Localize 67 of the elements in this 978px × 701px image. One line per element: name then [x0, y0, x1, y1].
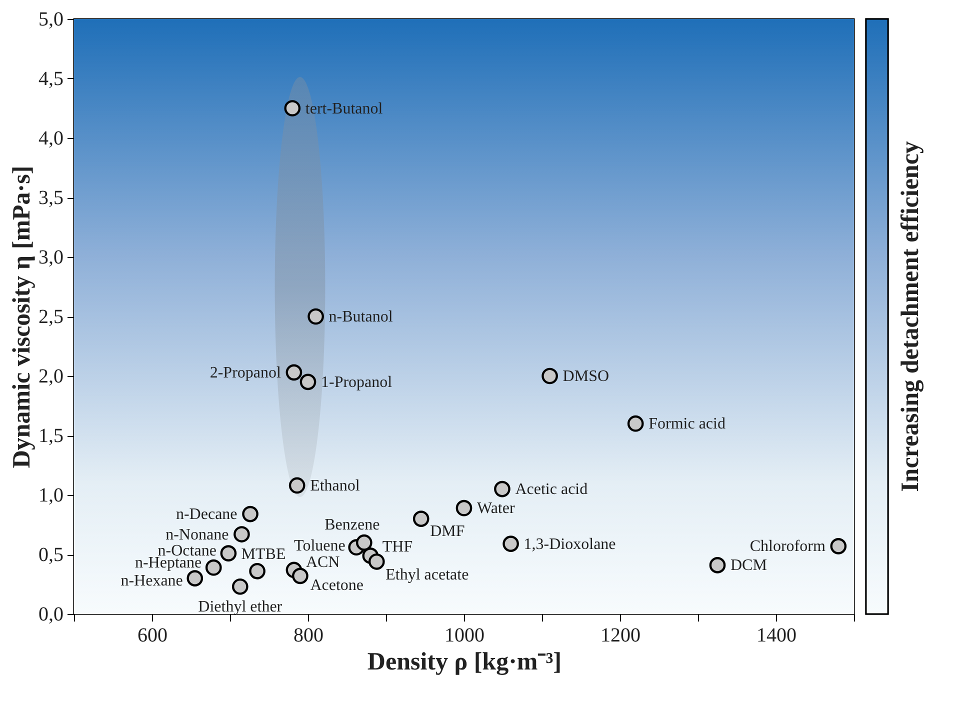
y-tick-label: 0,5: [38, 544, 64, 566]
annotation: DMF: [430, 522, 465, 540]
annotation: 1,3-Dioxolane: [524, 536, 616, 553]
point: [284, 100, 301, 116]
x-axis-title: Density ρ [kg·m⁻³]: [367, 648, 562, 676]
point: [308, 308, 324, 325]
x-tick-label: 800: [294, 624, 324, 646]
annotation: Acetic acid: [515, 481, 588, 498]
y-tick-label: 1,0: [38, 484, 64, 506]
annotation: Toluene: [294, 537, 346, 554]
point: [286, 364, 302, 381]
y-tick-label: 1,5: [38, 425, 64, 447]
annotation: DCM: [730, 557, 767, 574]
point: [502, 536, 519, 552]
x-tick-label: 1000: [444, 624, 484, 646]
point: [356, 534, 372, 551]
annotation: DMSO: [562, 368, 610, 385]
y-tick-label: 0,0: [38, 604, 64, 626]
annotation: Ethanol: [310, 477, 360, 494]
annotation: n-Decane: [176, 506, 238, 524]
annotation: Benzene: [324, 516, 380, 534]
annotation: 1-Propanol: [321, 374, 393, 391]
y-tick-label: 3,0: [38, 246, 64, 268]
annotation: 2-Propanol: [210, 364, 282, 382]
point: [220, 545, 237, 562]
annotation: n-Heptane: [134, 554, 202, 572]
point: [300, 374, 316, 390]
point: [242, 506, 258, 522]
annotation: n-Nonane: [166, 526, 229, 544]
annotation: ACN: [306, 554, 340, 571]
y-tick-label: 5,0: [38, 8, 64, 30]
point: [456, 500, 472, 516]
point: [234, 526, 250, 542]
color-bar-title: Increasing detachment efficiency: [897, 140, 924, 492]
x-tick-label: 1400: [756, 624, 796, 646]
point: [542, 368, 558, 384]
y-tick-label: 2,5: [38, 306, 64, 328]
point: [368, 553, 385, 570]
annotation: n-Hexane: [120, 572, 183, 590]
annotation: n-Butanol: [328, 308, 394, 326]
y-tick-label: 3,5: [38, 187, 64, 209]
point: [830, 538, 847, 554]
x-tick-label: 600: [138, 624, 168, 646]
point: [412, 510, 430, 527]
annotation: THF: [382, 538, 413, 556]
annotation: Chloroform: [750, 538, 826, 556]
y-axis-title: Dynamic viscosity η [mPa·s]: [8, 166, 36, 468]
annotation: Ethyl acetate: [386, 566, 469, 584]
annotation: Diethyl ether: [198, 598, 283, 616]
y-tick-label: 4,0: [38, 128, 64, 150]
y-tick-label: 2,0: [38, 366, 64, 388]
point: [249, 563, 266, 580]
annotation: MTBE: [241, 546, 286, 564]
annotation: Acetone: [310, 576, 364, 594]
annotation: Formic acid: [648, 416, 726, 433]
x-tick-label: 1200: [600, 624, 640, 646]
point: [292, 568, 308, 584]
point: [627, 415, 644, 432]
point: [232, 578, 248, 595]
y-tick-label: 4,5: [38, 68, 64, 90]
point: [288, 477, 306, 494]
point: [494, 480, 510, 498]
point: [186, 570, 204, 586]
point: [709, 557, 726, 574]
point: [205, 559, 222, 576]
annotation: Water: [477, 500, 516, 518]
annotation: tert-Butanol: [305, 100, 384, 118]
